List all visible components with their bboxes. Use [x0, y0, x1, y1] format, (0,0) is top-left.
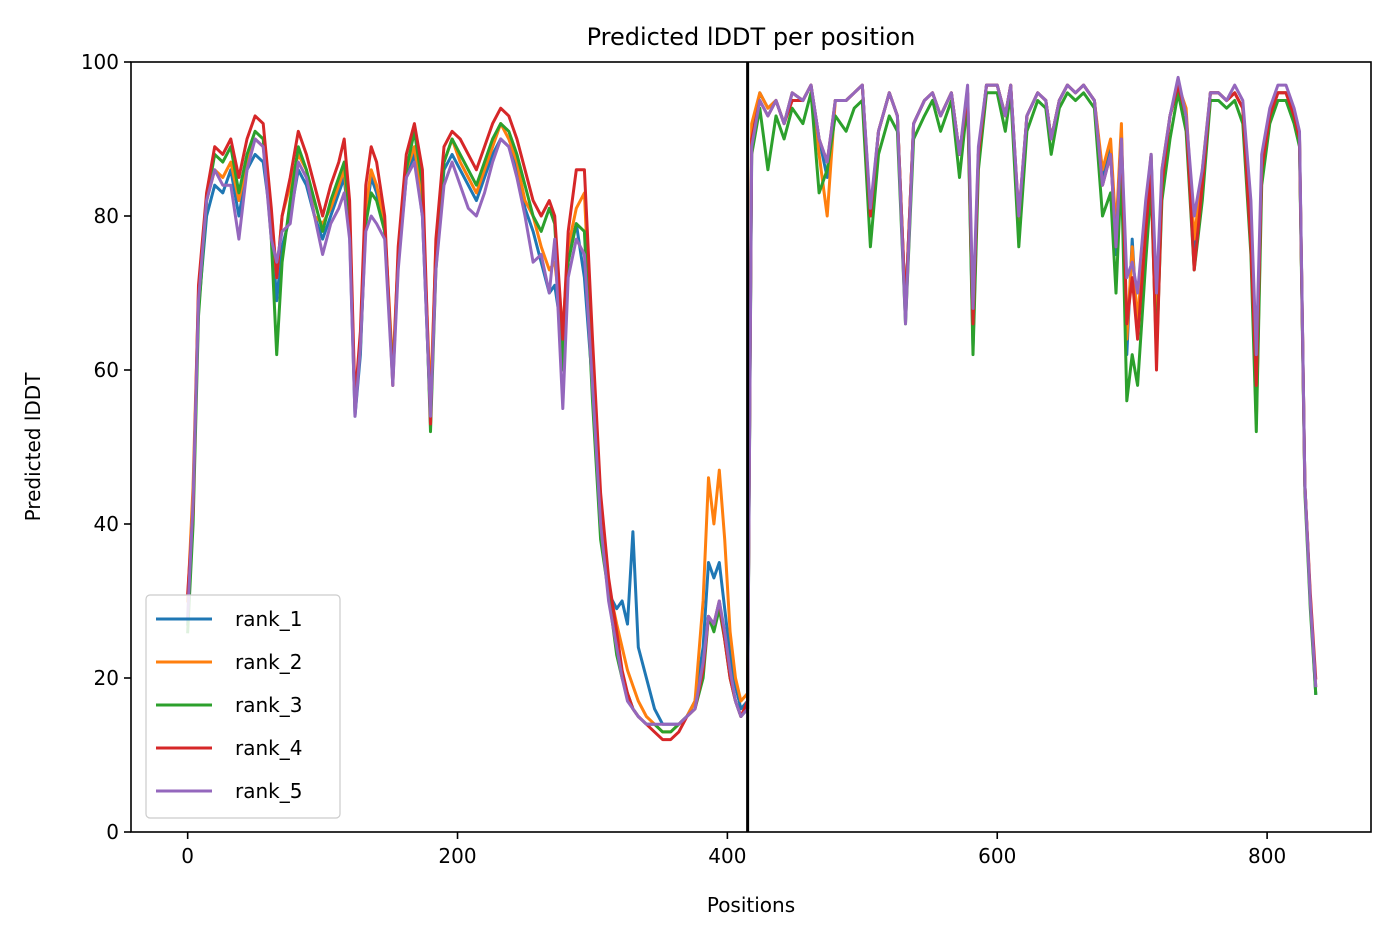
y-axis-title: Predicted lDDT	[21, 372, 45, 522]
x-tick-label: 200	[438, 844, 476, 868]
legend-label: rank_2	[235, 650, 302, 674]
legend: rank_1 rank_2 rank_3 rank_4 rank_5	[145, 594, 341, 819]
x-tick-label: 800	[1248, 844, 1286, 868]
y-tick-label: 40	[94, 512, 119, 536]
legend-label: rank_3	[235, 693, 302, 717]
x-axis: 0 200 400 600 800	[181, 832, 1286, 868]
series-line-rank-5	[186, 75, 1318, 726]
x-axis-title: Positions	[707, 893, 795, 917]
y-axis: 0 20 40 60 80 100	[81, 50, 131, 844]
y-tick-label: 20	[94, 666, 119, 690]
axes-frame	[130, 61, 1372, 833]
chart-title: Predicted lDDT per position	[587, 23, 916, 51]
legend-label: rank_4	[235, 736, 302, 760]
legend-label: rank_1	[235, 607, 302, 631]
series-layer	[186, 75, 1318, 742]
plot-area	[130, 61, 1372, 833]
y-tick-label: 100	[81, 50, 119, 74]
x-tick-label: 600	[978, 844, 1016, 868]
y-tick-label: 60	[94, 358, 119, 382]
x-tick-label: 400	[708, 844, 746, 868]
legend-box	[145, 594, 341, 819]
legend-label: rank_5	[235, 779, 302, 803]
x-tick-label: 0	[181, 844, 194, 868]
y-tick-label: 80	[94, 204, 119, 228]
y-tick-label: 0	[106, 820, 119, 844]
series-line-rank-2	[186, 83, 1318, 734]
